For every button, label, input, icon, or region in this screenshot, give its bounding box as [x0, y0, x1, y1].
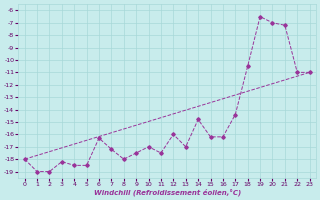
X-axis label: Windchill (Refroidissement éolien,°C): Windchill (Refroidissement éolien,°C) — [93, 188, 241, 196]
